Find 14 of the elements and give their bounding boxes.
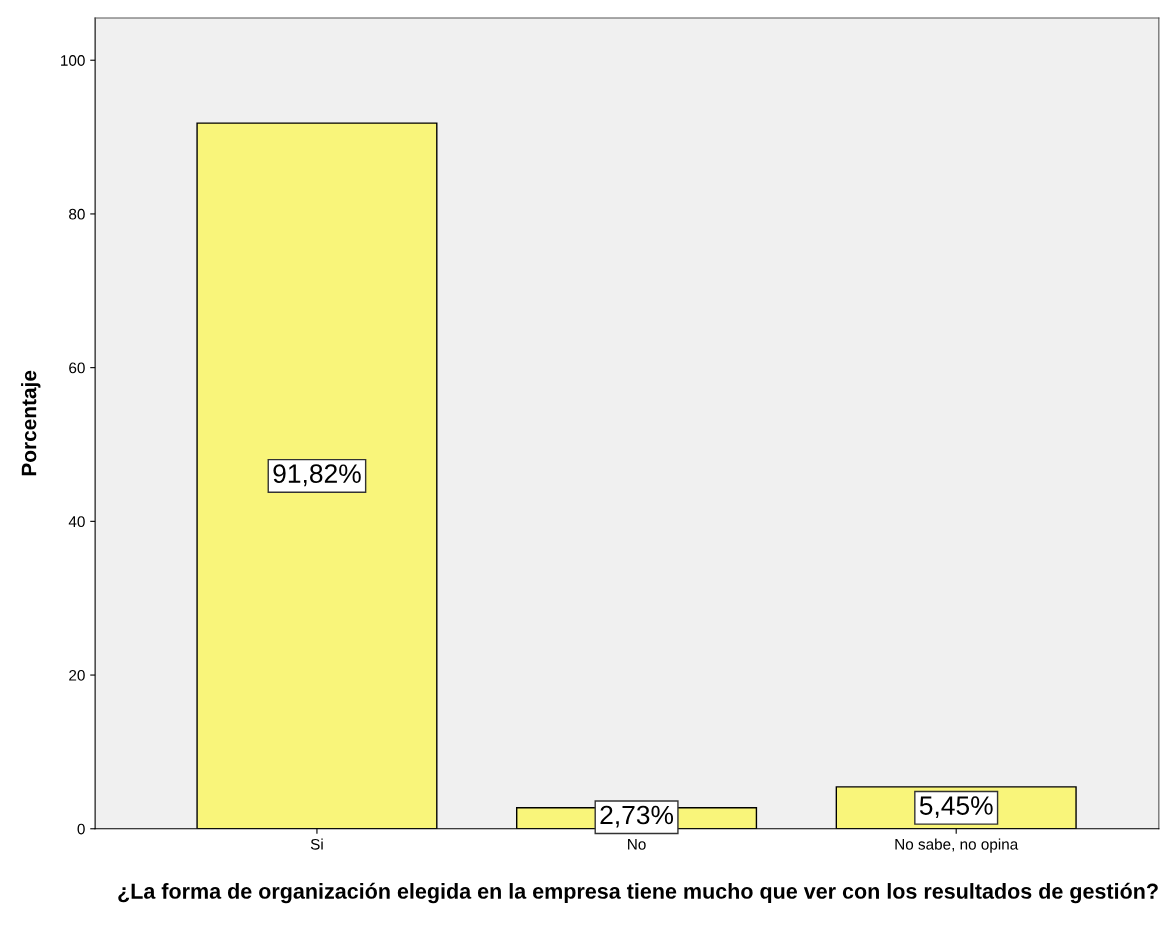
data-label: 5,45% (919, 796, 993, 819)
y-axis-title: Porcentaje (21, 370, 41, 476)
y-tick-label: 20 (69, 669, 85, 681)
y-tick-label: 0 (77, 823, 85, 835)
x-tick-label: Si (310, 838, 323, 850)
data-label: 2,73% (600, 805, 674, 828)
y-tick-label: 100 (61, 55, 85, 66)
y-tick-label: 40 (68, 516, 85, 528)
x-tick-label: No sabe, no opina (895, 838, 1019, 853)
y-tick-label: 80 (69, 208, 85, 220)
x-axis-title: ¿La forma de organización elegida en la empresa tiene mucho que ver con los resultados de gestión? (118, 882, 1158, 904)
data-label: 91,82% (273, 464, 361, 487)
x-tick-label: No (628, 839, 646, 850)
y-tick-label: 60 (69, 362, 85, 374)
